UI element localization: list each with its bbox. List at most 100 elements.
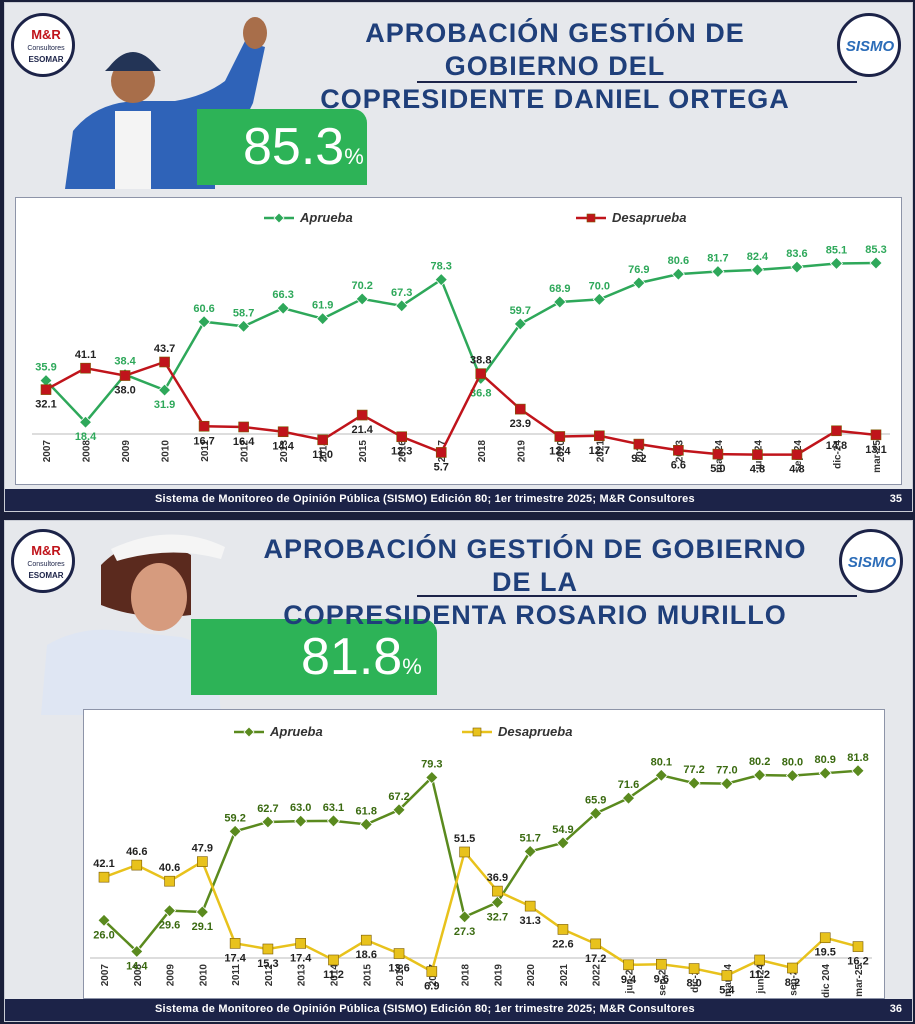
x-tick-label: 2014 (329, 964, 340, 987)
data-label: 66.3 (272, 289, 293, 301)
data-label: 18.6 (356, 949, 377, 961)
data-label: 60.6 (193, 303, 214, 315)
approval-value: 81.8 (301, 628, 403, 686)
data-label: 80.2 (749, 756, 770, 768)
data-point (198, 420, 210, 432)
data-point (459, 846, 470, 858)
data-point (392, 803, 406, 817)
data-label: 17.4 (290, 952, 312, 964)
data-point (273, 212, 285, 224)
x-tick-label: jun-24 (756, 964, 767, 995)
data-point (425, 770, 439, 785)
x-tick-label: 2011 (231, 964, 242, 986)
data-label: 36.8 (470, 387, 491, 399)
data-point (791, 449, 803, 460)
footer: Sistema de Monitoreo de Opinión Pública … (5, 999, 912, 1021)
data-point (294, 814, 308, 828)
data-label: 11.0 (312, 449, 333, 461)
x-tick-label: 2008 (133, 964, 144, 987)
chart-panel: Aprueba Desaprueba 2007 2008 2009 2010 2011 201… (83, 709, 885, 999)
series-line-aprueba (45, 261, 877, 425)
data-point (831, 425, 842, 437)
data-label: 17.2 (585, 953, 606, 965)
data-label: 46.6 (126, 846, 147, 858)
data-point (632, 276, 646, 290)
data-label: 70.0 (589, 280, 610, 292)
data-point (869, 256, 883, 270)
footer: Sistema de Monitoreo de Opinión Pública … (5, 489, 912, 511)
x-tick-label: 2021 (559, 964, 570, 987)
data-point (228, 824, 242, 838)
data-point (243, 726, 255, 738)
x-tick-label: sep-23 (657, 964, 668, 996)
sismo-logo: SISMO (839, 529, 903, 593)
data-point (97, 913, 111, 927)
data-label: 80.9 (815, 754, 836, 766)
approval-chart-ortega: Aprueba Desaprueba 2007 2008 2009 2010 2011 201… (32, 210, 890, 476)
data-point (426, 966, 438, 977)
x-tick-label: 2015 (362, 964, 373, 987)
data-label: 40.6 (159, 862, 180, 874)
x-tick-label: 2020 (556, 440, 567, 463)
data-point (475, 368, 487, 379)
mr-consultores-logo: M&R Consultores ESOMAR (11, 529, 75, 593)
data-point (229, 938, 241, 949)
data-point (435, 447, 447, 458)
x-tick-label: dic-23 (690, 964, 701, 993)
x-tick-label: 2019 (493, 964, 504, 987)
data-point (359, 817, 373, 831)
data-point (514, 403, 526, 415)
data-label: 14.8 (826, 440, 847, 452)
data-label: 18.4 (75, 431, 97, 443)
data-point (262, 943, 274, 955)
data-label: 38.0 (114, 385, 135, 397)
data-label: 68.9 (549, 283, 570, 295)
data-point (395, 299, 409, 313)
data-point (98, 871, 110, 883)
data-label: 79.3 (421, 758, 442, 770)
data-point (393, 948, 405, 959)
data-label: 62.7 (257, 803, 278, 815)
data-point (671, 267, 685, 281)
data-point (720, 777, 734, 791)
data-label: 5.0 (710, 463, 725, 475)
data-label: 47.9 (192, 843, 213, 855)
data-label: 11.2 (323, 969, 344, 981)
data-label: 9.4 (621, 974, 637, 986)
data-label: 29.6 (159, 920, 180, 932)
data-point (556, 836, 570, 850)
legend-item: Desaprueba (462, 724, 572, 739)
data-point (753, 768, 767, 782)
data-point (237, 319, 251, 333)
data-label: 12.4 (549, 445, 571, 457)
data-point (238, 421, 249, 433)
x-tick-label: 2011 (200, 440, 211, 462)
x-tick-label: mar-25 (872, 440, 883, 473)
data-label: 31.9 (154, 399, 175, 411)
data-label: 11.2 (749, 969, 770, 981)
data-point (852, 941, 864, 952)
x-tick-label: 2012 (264, 964, 275, 987)
data-point (589, 806, 603, 820)
data-point (40, 384, 52, 395)
data-label: 82.4 (747, 251, 769, 263)
data-point (524, 900, 536, 912)
data-point (119, 370, 131, 381)
data-label: 51.5 (454, 833, 475, 845)
data-label: 4.8 (750, 464, 765, 476)
data-point (590, 938, 602, 950)
legend-label: Desaprueba (612, 210, 686, 225)
data-point (513, 317, 527, 331)
series-line-desaprueba (45, 360, 877, 456)
data-label: 76.9 (628, 264, 649, 276)
data-point (790, 260, 804, 274)
page-number: 36 (889, 1003, 902, 1015)
data-label: 65.9 (585, 794, 606, 806)
title-underline (417, 81, 857, 83)
data-label: 42.1 (93, 858, 114, 870)
x-tick-label: 2013 (279, 440, 290, 463)
data-point (623, 959, 634, 971)
data-point (870, 429, 882, 441)
data-point (490, 895, 504, 909)
x-tick-label: 2007 (100, 964, 111, 987)
